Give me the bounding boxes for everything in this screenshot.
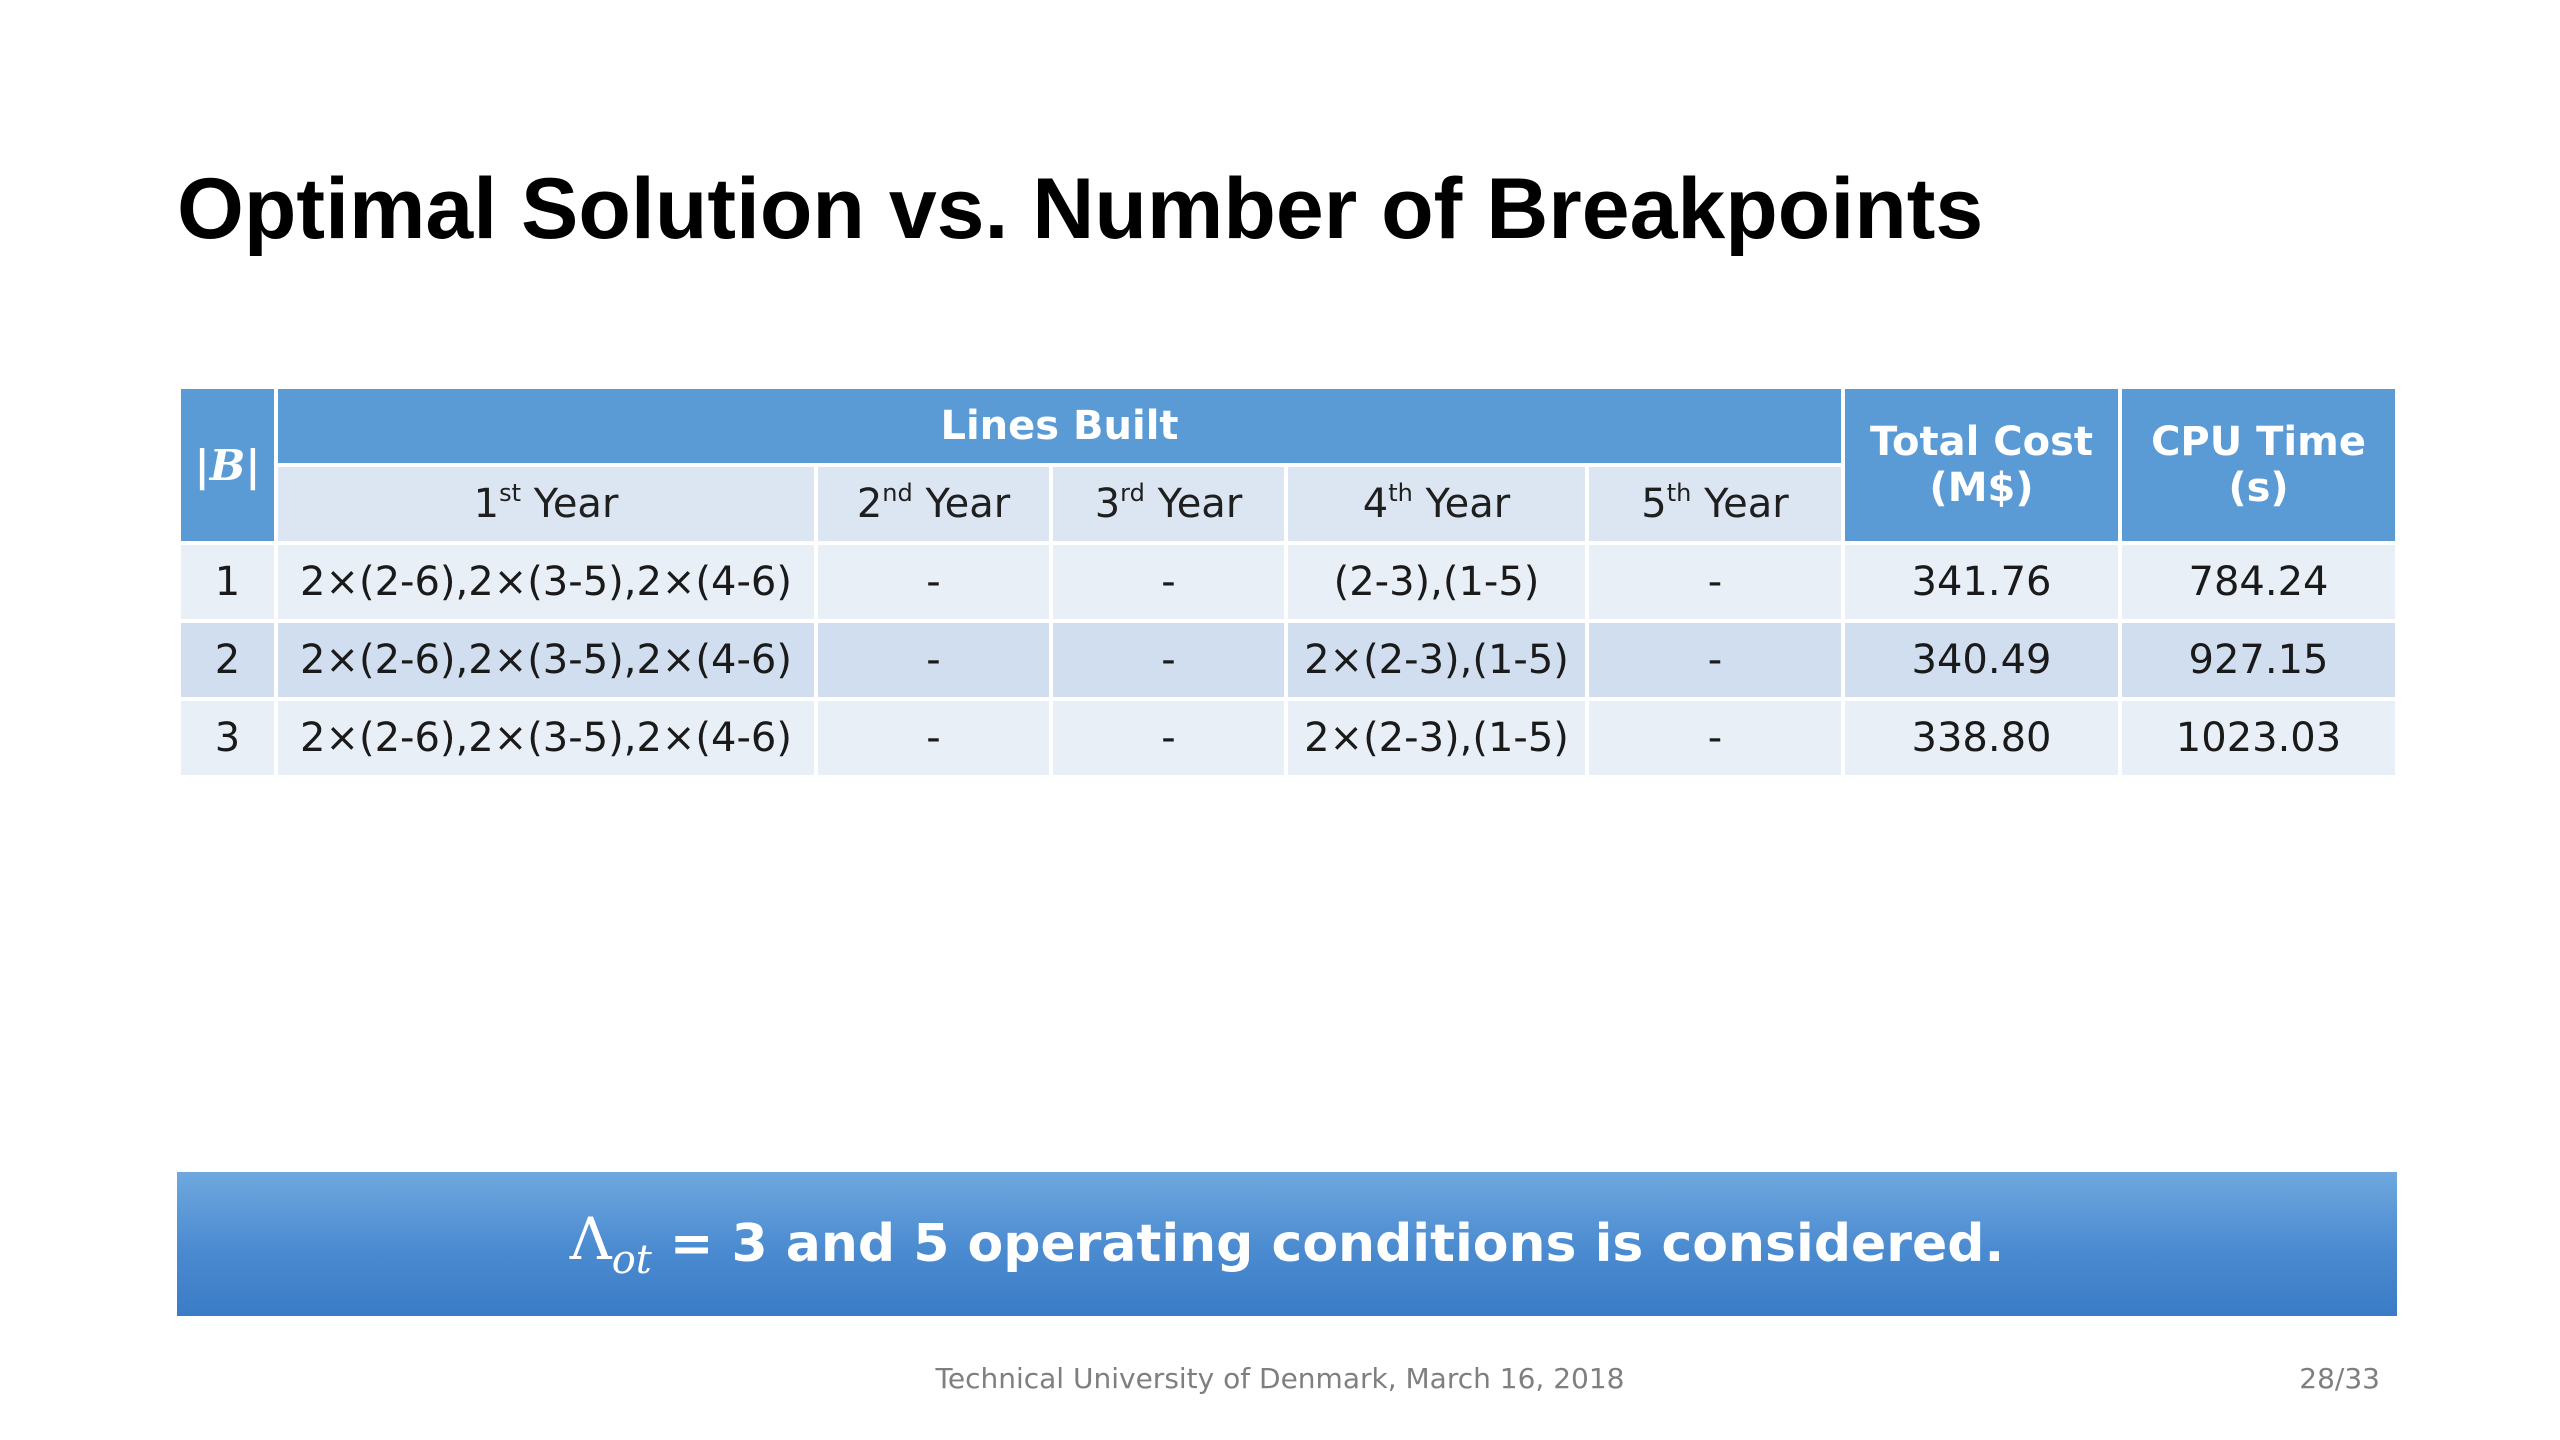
- banner-text: = 3 and 5 operating conditions is consid…: [669, 1214, 2005, 1274]
- cell-cpu-time: 784.24: [2118, 541, 2400, 623]
- header-cpu-time: CPU Time (s): [2118, 385, 2400, 545]
- table-row: 1 2×(2-6),2×(3-5),2×(4-6) - - (2-3),(1-5…: [177, 541, 2400, 623]
- slide-title: Optimal Solution vs. Number of Breakpoin…: [177, 161, 1984, 257]
- conclusion-banner: Λot = 3 and 5 operating conditions is co…: [177, 1172, 2397, 1316]
- cell-total-cost: 340.49: [1841, 619, 2123, 701]
- cell-year-1: 2×(2-6),2×(3-5),2×(4-6): [274, 619, 818, 701]
- header-total-cost: Total Cost (M$): [1841, 385, 2123, 545]
- header-year-4: 4th Year: [1284, 463, 1589, 545]
- cell-cpu-time: 1023.03: [2118, 697, 2400, 779]
- cell-year-1: 2×(2-6),2×(3-5),2×(4-6): [274, 697, 818, 779]
- cell-year-5: -: [1584, 697, 1846, 779]
- results-table: |B| Lines Built Total Cost (M$) CPU Time…: [177, 385, 2400, 779]
- cell-year-4: 2×(2-3),(1-5): [1284, 697, 1589, 779]
- header-year-5: 5th Year: [1584, 463, 1846, 545]
- cell-breakpoints: 2: [177, 619, 278, 701]
- cell-year-2: -: [814, 619, 1053, 701]
- footer-text: Technical University of Denmark, March 1…: [935, 1362, 1625, 1395]
- table-row: 2 2×(2-6),2×(3-5),2×(4-6) - - 2×(2-3),(1…: [177, 619, 2400, 701]
- cell-year-3: -: [1049, 541, 1288, 623]
- cell-year-2: -: [814, 541, 1053, 623]
- header-year-3: 3rd Year: [1049, 463, 1288, 545]
- cell-year-3: -: [1049, 619, 1288, 701]
- header-breakpoints: |B|: [177, 385, 278, 545]
- cell-year-1: 2×(2-6),2×(3-5),2×(4-6): [274, 541, 818, 623]
- cell-total-cost: 341.76: [1841, 541, 2123, 623]
- cell-year-3: -: [1049, 697, 1288, 779]
- header-lines-built: Lines Built: [273, 385, 1846, 467]
- cell-year-5: -: [1584, 541, 1846, 623]
- cell-breakpoints: 3: [177, 697, 278, 779]
- header-year-2: 2nd Year: [814, 463, 1053, 545]
- cell-cpu-time: 927.15: [2118, 619, 2400, 701]
- cell-breakpoints: 1: [177, 541, 278, 623]
- table-row: 3 2×(2-6),2×(3-5),2×(4-6) - - 2×(2-3),(1…: [177, 697, 2400, 779]
- cell-year-5: -: [1584, 619, 1846, 701]
- cell-year-2: -: [814, 697, 1053, 779]
- cell-total-cost: 338.80: [1841, 697, 2123, 779]
- lambda-symbol: Λot: [569, 1205, 652, 1283]
- cell-year-4: (2-3),(1-5): [1284, 541, 1589, 623]
- page-number: 28/33: [2299, 1362, 2380, 1395]
- header-year-1: 1st Year: [274, 463, 818, 545]
- cell-year-4: 2×(2-3),(1-5): [1284, 619, 1589, 701]
